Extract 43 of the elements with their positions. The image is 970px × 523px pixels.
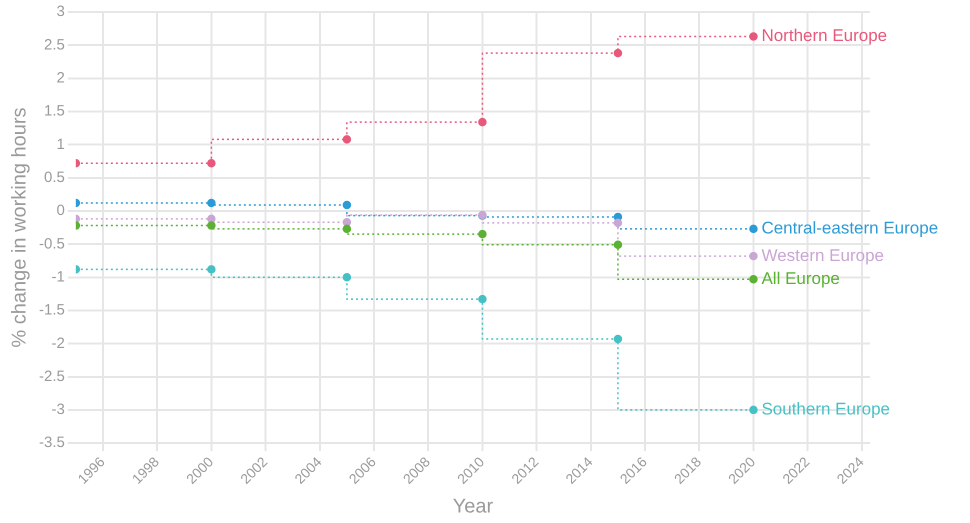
- y-tick-label: 3: [56, 3, 65, 20]
- point: [342, 224, 352, 234]
- x-axis-title: Year: [452, 496, 494, 518]
- point: [342, 135, 352, 144]
- y-tick-label: -1: [52, 268, 65, 286]
- point: [207, 198, 216, 208]
- series-label: Southern Europe: [761, 400, 890, 419]
- series-label: All Europe: [761, 268, 840, 288]
- y-tick-label: 2: [56, 69, 65, 86]
- y-tick-label: 0: [56, 202, 65, 220]
- y-tick-label: 0.5: [44, 168, 65, 186]
- y-tick-label: -1.5: [38, 302, 65, 319]
- point: [342, 273, 352, 282]
- point: [749, 406, 758, 414]
- point: [207, 265, 216, 274]
- point: [478, 230, 487, 238]
- y-tick-label: -0.5: [38, 235, 65, 252]
- y-tick-label: -3: [52, 401, 65, 418]
- series-label: Central-eastern Europe: [761, 218, 938, 238]
- point: [749, 275, 758, 284]
- y-tick-label: -3.5: [38, 434, 65, 452]
- y-tick-label: 2.5: [44, 36, 65, 54]
- point: [749, 252, 758, 260]
- point: [614, 240, 622, 250]
- point: [614, 48, 622, 58]
- y-tick-label: -2.5: [38, 368, 65, 385]
- point: [478, 118, 487, 126]
- point: [207, 221, 216, 230]
- series-label: Western Europe: [761, 246, 884, 265]
- point: [342, 218, 352, 226]
- point: [614, 218, 622, 228]
- series-label: Northern Europe: [761, 26, 888, 46]
- point: [614, 334, 622, 344]
- point: [207, 214, 216, 224]
- point: [478, 294, 487, 304]
- y-tick-label: -2: [52, 334, 65, 352]
- y-axis-title: % change in working hours: [8, 107, 31, 348]
- y-tick-label: 1.5: [44, 102, 65, 120]
- point: [342, 200, 352, 210]
- y-tick-label: 1: [56, 136, 65, 153]
- point: [749, 32, 758, 41]
- point: [749, 224, 758, 234]
- point: [207, 158, 216, 168]
